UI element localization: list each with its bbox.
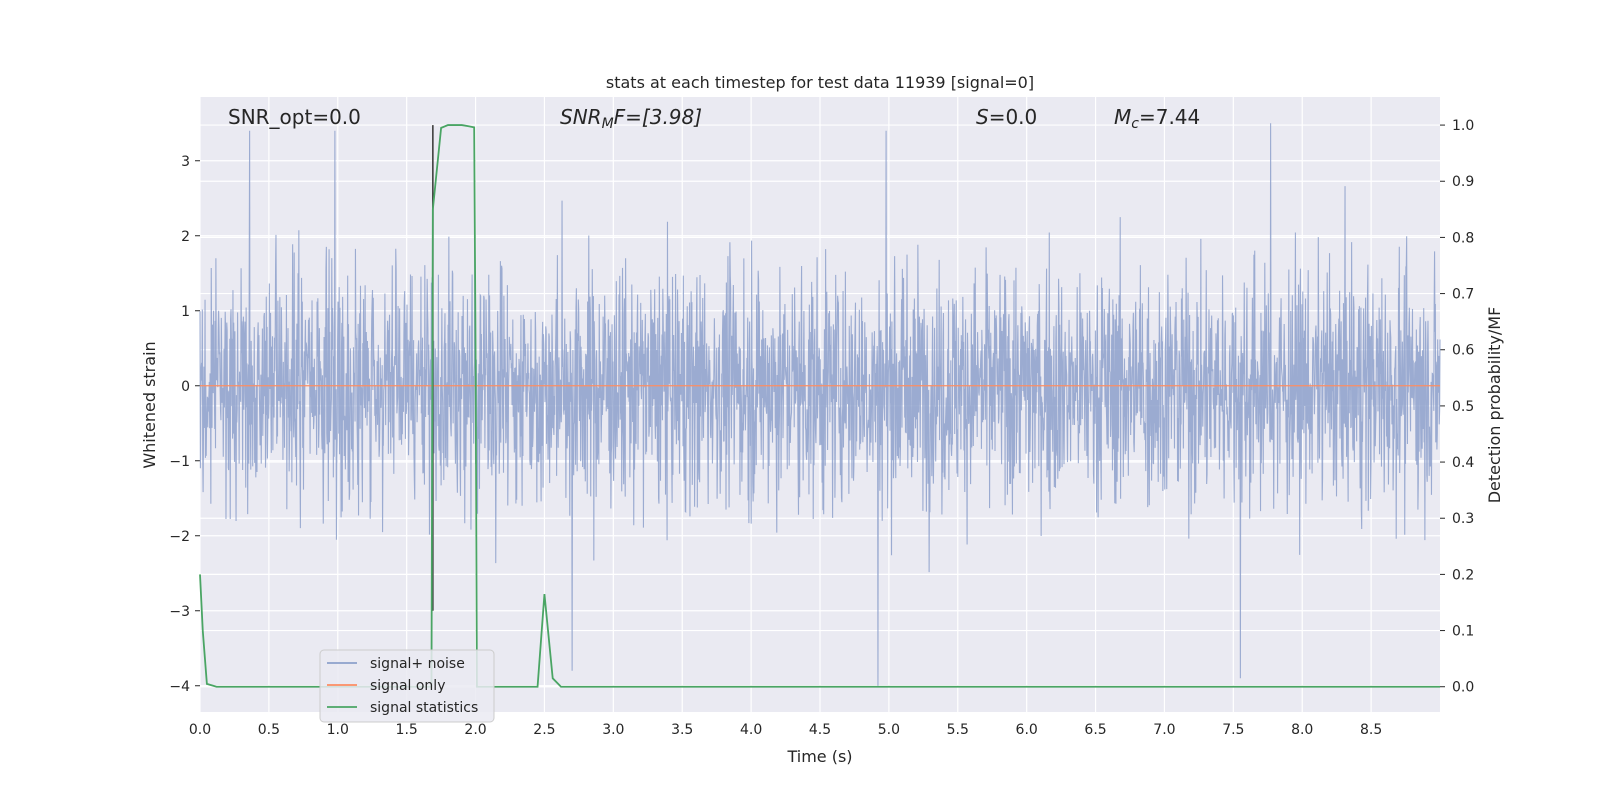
x-tick-labels: 0.0 0.5 1.0 1.5 2.0 2.5 3.0 3.5 4.0 4.5 5.0 5.5 6.0 6… [189,722,1382,738]
chart-title: stats at each timestep for test data 119… [606,73,1034,92]
signal-noise-series [199,123,1441,686]
annotation-snr-mf-sub: M [602,116,614,132]
x-tick-label: 6.5 [1084,722,1106,738]
y-tick-label: 2 [181,229,190,245]
y2-tick-label: 0.2 [1452,567,1474,583]
signal-statistics-line [199,124,1440,688]
x-tick-label: 4.0 [740,722,762,738]
y2-tick-label: 0.5 [1452,399,1474,415]
annotation-mc-sub: c [1131,116,1139,132]
y2-tick-label: 0.7 [1452,287,1474,303]
legend-box [319,649,495,723]
y2-tick-label: 0.6 [1452,343,1474,359]
legend: signal+ noise signal only signal statist… [319,649,495,723]
annotation-snr-mf-prefix: SNR [560,105,602,129]
legend-label-signal-only: signal only [370,678,445,694]
y-tick-label: 1 [181,304,190,320]
y2-tick-labels: 1.0 0.9 0.8 0.7 0.6 0.5 0.4 0.3 0.2 0.1 0.0 [1452,118,1474,696]
y-tick-label: 3 [181,154,190,170]
x-tick-label: 0.5 [258,722,280,738]
y-tick-label: 0 [181,379,190,395]
annotation-mc-suffix: =7.44 [1139,105,1200,129]
legend-label-signal-statistics: signal statistics [370,700,478,716]
y-tick-labels: 3 2 1 0 −1 −2 −3 −4 [169,154,190,695]
x-tick-label: 7.5 [1222,722,1244,738]
annotation-mc-prefix: M [1114,105,1131,129]
annotation-mc: Mc=7.44 [1114,105,1200,132]
annotation-snr-mf: SNRMF=[3.98] [560,105,702,132]
annotation-s-prefix: S [976,105,989,129]
y2-tick-label: 0.4 [1452,455,1474,471]
signal-noise-line [199,123,1441,686]
x-axis-label: Time (s) [786,747,852,766]
y-tick-label: −1 [169,454,190,470]
x-tick-label: 1.0 [327,722,349,738]
y2-tick-label: 0.9 [1452,174,1474,190]
x-tick-label: 2.5 [533,722,555,738]
x-tick-label: 5.0 [878,722,900,738]
x-tick-label: 3.0 [602,722,624,738]
x-tick-label: 0.0 [189,722,211,738]
x-tick-label: 8.5 [1360,722,1382,738]
x-tick-label: 1.5 [396,722,418,738]
x-tick-label: 2.0 [464,722,486,738]
x-tick-label: 8.0 [1291,722,1313,738]
y2-tick-label: 0.1 [1452,624,1474,640]
y2-tick-label: 0.3 [1452,511,1474,527]
signal-statistics-series [199,124,1440,688]
y-tick-label: −2 [169,529,190,545]
y-axis-label: Whitened strain [140,341,159,468]
annotations: SNR_opt=0.0 SNRMF=[3.98] S=0.0 Mc=7.44 [228,105,1200,132]
y2-tick-label: 1.0 [1452,118,1474,134]
y-tick-label: −3 [169,604,190,620]
x-tick-label: 3.5 [671,722,693,738]
x-tick-label: 7.0 [1153,722,1175,738]
annotation-s: S=0.0 [976,105,1037,129]
annotation-s-suffix: =0.0 [989,105,1038,129]
y-tick-label: −4 [169,679,190,695]
annotation-snr-opt: SNR_opt=0.0 [228,105,361,129]
x-tick-label: 4.5 [809,722,831,738]
y2-tick-label: 0.8 [1452,230,1474,246]
legend-label-signal-noise: signal+ noise [370,656,465,672]
annotation-snr-mf-suffix: F=[3.98] [614,105,702,129]
x-tick-label: 6.0 [1016,722,1038,738]
x-tick-label: 5.5 [947,722,969,738]
y2-axis-label: Detection probability/MF [1485,307,1504,504]
y2-tick-label: 0.0 [1452,680,1474,696]
